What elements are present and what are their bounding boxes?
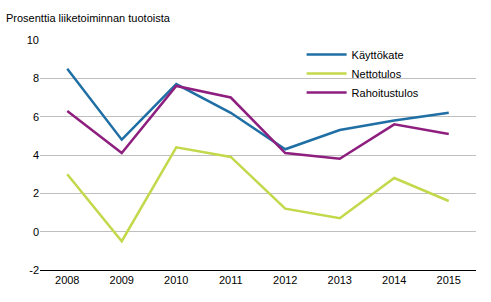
- svg-text:Nettotulos: Nettotulos: [352, 68, 402, 80]
- svg-text:2015: 2015: [437, 274, 461, 286]
- svg-text:Rahoitustulos: Rahoitustulos: [352, 87, 419, 99]
- svg-text:2012: 2012: [273, 274, 297, 286]
- svg-text:8: 8: [33, 72, 39, 84]
- svg-text:2009: 2009: [110, 274, 134, 286]
- svg-text:2011: 2011: [219, 274, 243, 286]
- svg-text:2008: 2008: [55, 274, 79, 286]
- svg-text:2010: 2010: [164, 274, 188, 286]
- svg-text:6: 6: [33, 111, 39, 123]
- svg-text:2014: 2014: [382, 274, 406, 286]
- svg-text:0: 0: [33, 226, 39, 238]
- svg-text:Prosenttia liiketoiminnan tuot: Prosenttia liiketoiminnan tuotoista: [6, 12, 171, 24]
- svg-text:10: 10: [27, 34, 39, 46]
- svg-text:4: 4: [33, 149, 39, 161]
- svg-text:2013: 2013: [328, 274, 352, 286]
- svg-text:Käyttökate: Käyttökate: [352, 49, 404, 61]
- svg-text:2: 2: [33, 187, 39, 199]
- svg-text:-2: -2: [29, 264, 39, 276]
